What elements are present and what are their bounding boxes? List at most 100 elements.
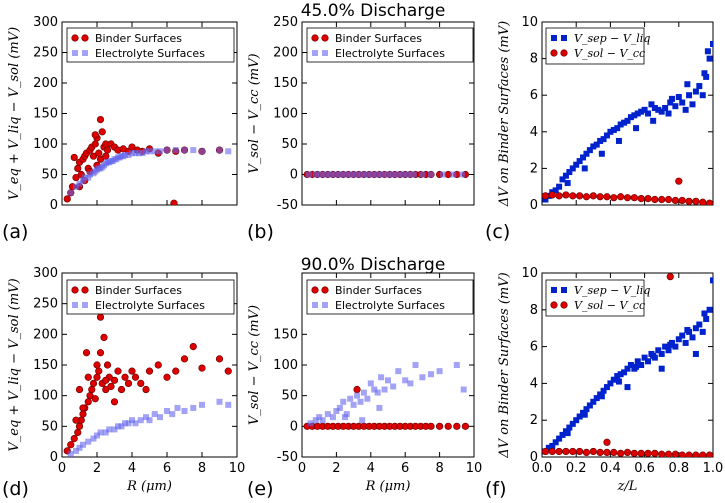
data-point xyxy=(110,398,119,406)
data-point xyxy=(125,420,132,427)
y-tick-label: 250 xyxy=(33,46,58,61)
data-point xyxy=(381,386,388,393)
y-tick-label: 150 xyxy=(33,358,58,373)
legend-marker xyxy=(321,34,329,42)
axes-frame xyxy=(541,272,714,458)
points-e xyxy=(303,362,470,430)
data-point xyxy=(84,398,92,406)
y-tick-label: 150 xyxy=(273,327,298,342)
data-point xyxy=(146,148,153,155)
panel-f: 0 2 4 6 8 10 0.0 0.2 0.4 0.6 0.8 1.0 ΔV on Binder Su… xyxy=(485,266,723,500)
data-point xyxy=(689,334,696,341)
data-point xyxy=(110,376,119,384)
data-point xyxy=(637,194,645,203)
data-point xyxy=(603,384,610,391)
data-point xyxy=(106,426,113,433)
data-point xyxy=(615,378,622,385)
y-tick-label: 0 xyxy=(290,419,298,434)
data-point xyxy=(576,192,584,200)
data-point xyxy=(114,367,122,375)
y-tick-label: 200 xyxy=(33,76,58,91)
data-point xyxy=(324,411,331,418)
data-point xyxy=(419,171,426,178)
data-point xyxy=(634,110,641,117)
data-point xyxy=(91,131,99,139)
legend-box xyxy=(66,279,235,315)
data-point xyxy=(662,105,669,112)
data-point xyxy=(190,147,197,154)
data-point xyxy=(703,73,710,80)
data-point xyxy=(556,435,563,442)
legend-marker xyxy=(72,302,78,308)
data-point xyxy=(76,444,83,451)
legend-marker xyxy=(311,286,319,294)
data-point xyxy=(596,193,604,201)
data-point xyxy=(562,447,570,456)
data-point xyxy=(675,177,683,185)
legend: Binder Surfaces Electrolyte Surfaces xyxy=(66,279,235,315)
legend-label: Binder Surfaces xyxy=(335,32,422,45)
data-point xyxy=(412,362,419,368)
legend-marker xyxy=(81,286,89,294)
legend-label: Electrolyte Surfaces xyxy=(335,299,445,312)
data-point xyxy=(582,193,591,201)
x-axis-label: R (μm) xyxy=(126,479,172,494)
y-tick-label: 200 xyxy=(33,327,58,342)
data-point xyxy=(573,161,580,168)
y-tick-label: 100 xyxy=(33,137,58,152)
legend: Binder Surfaces Electrolyte Surfaces xyxy=(306,279,474,315)
panel-label: (a) xyxy=(2,221,28,243)
data-point xyxy=(157,414,163,421)
data-point xyxy=(319,417,326,424)
legend: Binder Surfaces Electrolyte Surfaces xyxy=(306,27,474,63)
data-point xyxy=(357,398,364,405)
data-point xyxy=(428,171,434,178)
legend-label: V_sol − V_cc xyxy=(574,47,645,60)
data-point xyxy=(172,367,180,375)
legend-marker xyxy=(551,287,557,293)
data-point xyxy=(94,432,100,439)
data-point xyxy=(692,88,699,95)
x-tick-label: 0.6 xyxy=(634,461,655,476)
data-point xyxy=(706,55,713,62)
points-b xyxy=(303,170,470,179)
data-point xyxy=(593,141,600,148)
data-point xyxy=(589,192,597,200)
panel-d: 0 50 100 150 200 250 300 0 2 4 6 8 10 V_eq + V_liq − … xyxy=(2,266,245,500)
data-point xyxy=(129,150,135,157)
data-point xyxy=(359,417,366,424)
data-point xyxy=(573,417,580,424)
data-point xyxy=(198,364,206,372)
data-point xyxy=(312,417,319,424)
data-point xyxy=(667,341,674,348)
data-point xyxy=(631,112,638,119)
legend-box xyxy=(545,27,645,65)
y-axis-label: V_sol − V_cc (mV) xyxy=(247,53,262,173)
data-point xyxy=(181,147,188,154)
data-point xyxy=(453,422,461,430)
data-point xyxy=(576,447,584,456)
data-point xyxy=(678,196,686,205)
legend-marker xyxy=(561,287,567,293)
data-point xyxy=(374,389,381,396)
data-point xyxy=(701,70,708,77)
y-tick-label: 50 xyxy=(281,389,298,404)
data-point xyxy=(121,373,129,381)
data-point xyxy=(100,333,108,342)
data-point xyxy=(610,126,617,133)
data-point xyxy=(701,310,708,317)
data-point xyxy=(118,423,125,430)
data-point xyxy=(338,171,345,178)
data-point xyxy=(593,395,600,402)
data-point xyxy=(359,171,366,178)
legend-marker xyxy=(71,286,79,294)
data-point xyxy=(460,386,467,393)
data-point xyxy=(586,402,593,409)
data-point xyxy=(371,386,378,393)
data-point xyxy=(710,277,713,284)
data-point xyxy=(658,108,665,115)
data-point xyxy=(169,411,176,418)
data-point xyxy=(675,336,682,343)
data-point xyxy=(63,195,71,203)
